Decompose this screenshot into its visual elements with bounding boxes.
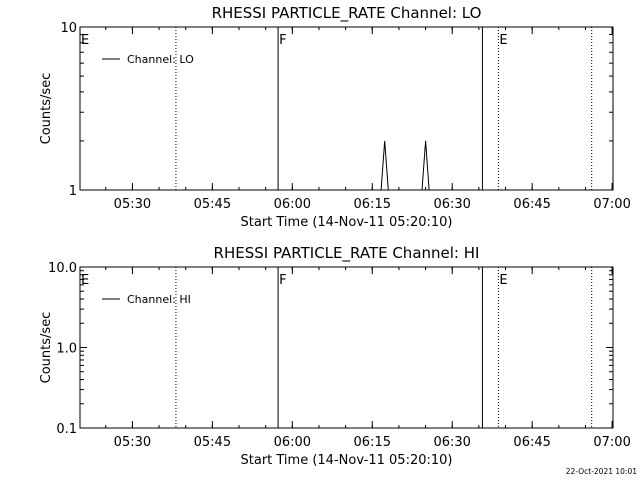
panel-1-y-tick-label: 10 [60,21,77,36]
panel-1-legend-label: Channel: LO [127,53,194,66]
panel-2-y-tick-label: 0.1 [56,422,77,437]
panel-1-y-axis-label: Counts/sec [39,73,54,145]
panel-1-event-label: E [81,33,89,48]
panel-1-x-tick-label: 06:00 [274,197,311,212]
panel-1-event-label: E [499,33,507,48]
panel-2-x-tick-label: 06:00 [274,435,311,450]
panel-1-x-tick-label: 06:15 [354,197,391,212]
panel-2-x-axis-label: Start Time (14-Nov-11 05:20:10) [241,453,453,468]
panel-2-x-tick-label: 06:45 [513,435,550,450]
panel-2-title: RHESSI PARTICLE_RATE Channel: HI [214,244,480,263]
panel-1-event-label: F [279,33,286,48]
panel-1-y-tick-label: 1 [69,184,77,199]
panel-1-x-tick-label: 06:45 [513,197,550,212]
panel-2-x-tick-label: 06:30 [433,435,470,450]
panel-2-y-axis-label: Counts/sec [39,312,54,384]
panel-2-event-label: E [81,273,89,288]
panel-1-series-line [380,140,430,191]
panel-2-y-tick-label: 1.0 [56,342,77,357]
panel-1-x-tick-label: 05:30 [114,197,151,212]
panel-2-legend-label: Channel: HI [127,293,191,306]
panel-2-event-label: F [279,273,286,288]
panel-1-x-tick-label: 05:45 [194,197,231,212]
panel-2-x-tick-label: 05:30 [114,435,151,450]
panel-2-x-tick-label: 05:45 [194,435,231,450]
panel-1-title: RHESSI PARTICLE_RATE Channel: LO [212,4,482,23]
panel-1-x-tick-label: 06:30 [433,197,470,212]
panel-2-y-tick-label: 10.0 [48,261,77,276]
panel-1-x-axis-label: Start Time (14-Nov-11 05:20:10) [241,215,453,230]
panel-2-x-tick-label: 06:15 [354,435,391,450]
panel-1-x-tick-label: 07:00 [593,197,630,212]
panel-2-event-label: E [499,273,507,288]
panel-2-x-tick-label: 07:00 [593,435,630,450]
footer-timestamp: 22-Oct-2021 10:01 [566,467,637,476]
